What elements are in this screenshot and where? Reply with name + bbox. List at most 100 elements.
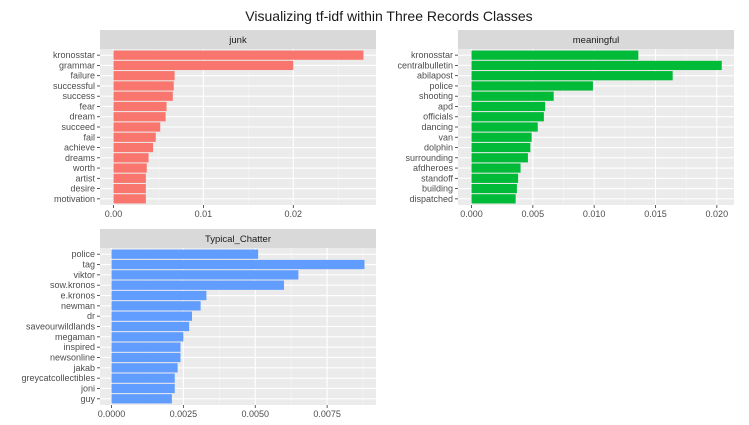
bar-failure — [113, 71, 175, 81]
bar-building — [471, 183, 517, 194]
facet-junk: junk 0.00 0.01 0.02 kronosstargrammarfailure… — [53, 30, 376, 219]
facet-strip — [458, 30, 734, 49]
y-tick-label: officials — [423, 112, 453, 122]
y-tick-label: standoff — [421, 173, 453, 183]
y-tick-label: tag — [82, 260, 95, 270]
y-tick-label: shooting — [419, 91, 453, 101]
bar-centralbulletin — [471, 60, 722, 71]
bar-shooting — [471, 91, 554, 101]
x-tick-label: 0.0025 — [170, 409, 198, 419]
y-tick-label: e.kronos — [60, 291, 95, 301]
y-tick-label: dolphin — [424, 143, 453, 153]
bar-dreams — [113, 153, 149, 163]
y-tick-label: newman — [61, 301, 95, 311]
bar-kronosstar — [113, 50, 364, 60]
bar-abilapost — [471, 71, 673, 81]
y-tick-label: police — [429, 81, 453, 91]
y-tick-label: guy — [80, 394, 95, 404]
bar-desire — [113, 183, 146, 194]
bar-guy — [111, 394, 172, 404]
bar-dolphin — [471, 142, 531, 153]
bar-dispatched — [471, 194, 516, 204]
x-tick-label: 0.015 — [644, 209, 667, 219]
y-tick-label: afdheroes — [413, 163, 454, 173]
facet-strip-label: Typical_Chatter — [205, 234, 271, 245]
bar-artist — [113, 173, 146, 183]
x-tick-label: 0.0050 — [241, 409, 269, 419]
bar-fear — [113, 101, 167, 112]
bar-fail — [113, 132, 156, 142]
bar-newsonline — [111, 352, 181, 363]
bar-dream — [113, 112, 166, 122]
facet-meaningful: meaningful 0.000 0.005 0.010 0.015 0.020 krono… — [397, 30, 734, 219]
y-tick-label: dreams — [65, 153, 96, 163]
bar-joni — [111, 383, 175, 394]
y-tick-label: worth — [72, 163, 95, 173]
bar-inspired — [111, 342, 181, 352]
y-tick-label: apd — [438, 101, 453, 111]
bar-officials — [471, 112, 544, 122]
bar-megaman — [111, 332, 184, 342]
bar-succeed — [113, 122, 161, 132]
bar-surrounding — [471, 153, 528, 163]
y-tick-label: kronosstar — [53, 50, 95, 60]
bar-success — [113, 91, 173, 101]
bar-e-kronos — [111, 290, 207, 301]
x-tick-label: 0.00 — [105, 209, 123, 219]
y-tick-label: succeed — [61, 122, 95, 132]
y-tick-label: dispatched — [409, 194, 453, 204]
y-tick-label: motivation — [54, 194, 95, 204]
y-tick-label: viktor — [73, 270, 95, 280]
y-tick-label: sow.kronos — [50, 280, 96, 290]
y-tick-label: dream — [69, 112, 95, 122]
bar-police — [111, 249, 259, 259]
y-tick-label: jakab — [72, 363, 95, 373]
y-tick-label: success — [62, 91, 95, 101]
bar-dancing — [471, 122, 538, 132]
bar-dr — [111, 311, 192, 321]
y-tick-label: saveourwildlands — [26, 322, 96, 332]
x-tick-label: 0.020 — [706, 209, 729, 219]
y-tick-label: grammar — [59, 60, 95, 70]
facet-strip — [100, 30, 376, 49]
x-tick-label: 0.0075 — [313, 409, 341, 419]
bar-afdheroes — [471, 163, 521, 173]
x-tick-label: 0.000 — [460, 209, 483, 219]
y-tick-label: greycatcollectibles — [21, 373, 95, 383]
bar-saveourwildlands — [111, 321, 190, 332]
bar-police — [471, 81, 593, 91]
bar-achieve — [113, 142, 154, 153]
bar-apd — [471, 101, 546, 112]
y-tick-label: kronosstar — [411, 50, 453, 60]
x-tick-label: 0.01 — [195, 209, 213, 219]
chart-title: Visualizing tf-idf within Three Records … — [245, 8, 532, 24]
y-tick-label: successful — [53, 81, 95, 91]
bar-jakab — [111, 363, 178, 373]
y-tick-label: failure — [70, 71, 95, 81]
y-tick-label: building — [422, 184, 453, 194]
facet-strip-label: junk — [228, 35, 247, 46]
y-tick-label: fail — [83, 132, 95, 142]
facet-typical-chatter: Typical_Chatter 0.0000 0.0025 0.0050 0.0075 p… — [21, 229, 376, 419]
y-tick-label: dancing — [421, 122, 453, 132]
x-tick-label: 0.005 — [522, 209, 545, 219]
bar-van — [471, 132, 532, 142]
y-tick-label: police — [71, 249, 95, 259]
x-tick-label: 0.0000 — [98, 409, 126, 419]
bar-grammar — [113, 60, 294, 71]
bar-newman — [111, 301, 201, 311]
bar-successful — [113, 81, 174, 91]
y-tick-label: centralbulletin — [397, 60, 453, 70]
y-tick-label: joni — [80, 383, 95, 393]
y-tick-label: newsonline — [50, 352, 95, 362]
bar-standoff — [471, 173, 519, 183]
facet-strip — [100, 229, 376, 248]
facet-strip-label: meaningful — [573, 35, 619, 46]
y-tick-label: achieve — [64, 143, 95, 153]
bar-kronosstar — [471, 50, 639, 60]
x-tick-label: 0.02 — [285, 209, 303, 219]
bar-viktor — [111, 270, 299, 280]
